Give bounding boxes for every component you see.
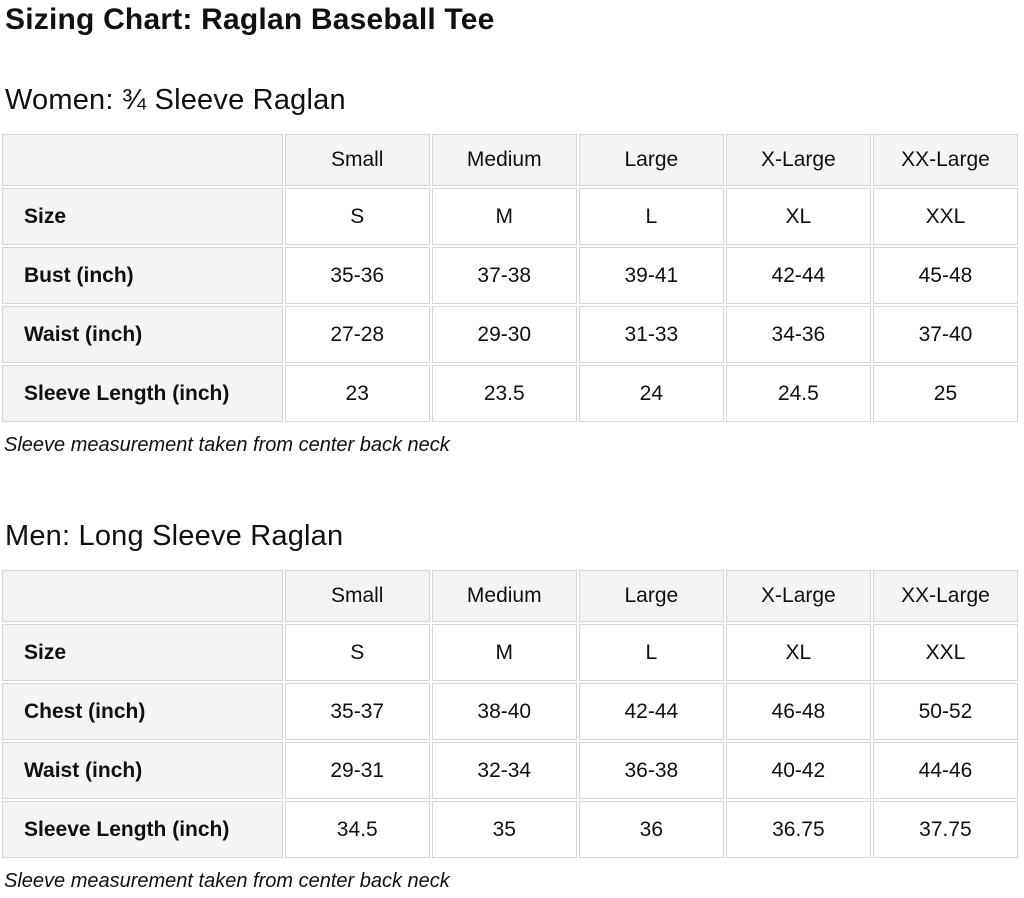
sleeve-measurement-note: Sleeve measurement taken from center bac… <box>4 434 450 456</box>
row-label: Sleeve Length (inch) <box>2 801 283 858</box>
table-cell: 35 <box>431 801 577 858</box>
table-row-waist: Waist (inch) 29-31 32-34 36-38 40-42 44-… <box>2 742 1018 799</box>
row-label: Chest (inch) <box>2 683 283 740</box>
sleeve-measurement-note: Sleeve measurement taken from center bac… <box>4 870 450 892</box>
table-row-size: Size S M L XL XXL <box>2 624 1018 681</box>
table-cell: XXL <box>872 624 1018 681</box>
table-cell: 24.5 <box>725 365 871 422</box>
column-header-xx-large: XX-Large <box>872 570 1018 622</box>
table-cell: 35-36 <box>284 247 430 304</box>
column-header-large: Large <box>578 134 724 186</box>
table-cell: 34.5 <box>284 801 430 858</box>
table-cell: 29-31 <box>284 742 430 799</box>
table-cell: 37-40 <box>872 306 1018 363</box>
column-header-x-large: X-Large <box>725 134 871 186</box>
section-heading-women: Women: ¾ Sleeve Raglan <box>5 84 346 116</box>
table-cell: 37.75 <box>872 801 1018 858</box>
section-heading-men: Men: Long Sleeve Raglan <box>5 520 344 552</box>
table-cell: 25 <box>872 365 1018 422</box>
table-cell: 42-44 <box>578 683 724 740</box>
table-cell: XL <box>725 624 871 681</box>
table-row-size: Size S M L XL XXL <box>2 188 1018 245</box>
table-cell: 46-48 <box>725 683 871 740</box>
table-row-chest: Chest (inch) 35-37 38-40 42-44 46-48 50-… <box>2 683 1018 740</box>
table-cell: 40-42 <box>725 742 871 799</box>
table-cell: L <box>578 624 724 681</box>
table-header-row: Small Medium Large X-Large XX-Large <box>2 134 1018 186</box>
table-row-bust: Bust (inch) 35-36 37-38 39-41 42-44 45-4… <box>2 247 1018 304</box>
section-women: Women: ¾ Sleeve Raglan Small Medium Larg… <box>0 82 1024 458</box>
table-cell: S <box>284 624 430 681</box>
table-cell: L <box>578 188 724 245</box>
column-header-large: Large <box>578 570 724 622</box>
table-row-sleeve-length: Sleeve Length (inch) 23 23.5 24 24.5 25 <box>2 365 1018 422</box>
section-men: Men: Long Sleeve Raglan Small Medium Lar… <box>0 518 1024 894</box>
corner-cell <box>2 570 283 622</box>
row-label: Sleeve Length (inch) <box>2 365 283 422</box>
table-row-waist: Waist (inch) 27-28 29-30 31-33 34-36 37-… <box>2 306 1018 363</box>
table-cell: M <box>431 188 577 245</box>
column-header-small: Small <box>284 134 430 186</box>
table-cell: M <box>431 624 577 681</box>
row-label: Waist (inch) <box>2 306 283 363</box>
row-label: Size <box>2 624 283 681</box>
row-label: Waist (inch) <box>2 742 283 799</box>
column-header-xx-large: XX-Large <box>872 134 1018 186</box>
column-header-x-large: X-Large <box>725 570 871 622</box>
table-cell: 36.75 <box>725 801 871 858</box>
women-sizing-table: Small Medium Large X-Large XX-Large Size… <box>0 132 1020 424</box>
table-cell: 23 <box>284 365 430 422</box>
table-cell: 45-48 <box>872 247 1018 304</box>
corner-cell <box>2 134 283 186</box>
table-cell: 36 <box>578 801 724 858</box>
table-cell: 29-30 <box>431 306 577 363</box>
table-cell: 50-52 <box>872 683 1018 740</box>
page-title: Sizing Chart: Raglan Baseball Tee <box>5 3 495 36</box>
table-cell: 23.5 <box>431 365 577 422</box>
table-cell: 37-38 <box>431 247 577 304</box>
table-row-sleeve-length: Sleeve Length (inch) 34.5 35 36 36.75 37… <box>2 801 1018 858</box>
table-header-row: Small Medium Large X-Large XX-Large <box>2 570 1018 622</box>
table-cell: 34-36 <box>725 306 871 363</box>
column-header-medium: Medium <box>431 134 577 186</box>
row-label: Size <box>2 188 283 245</box>
table-cell: 38-40 <box>431 683 577 740</box>
men-sizing-table: Small Medium Large X-Large XX-Large Size… <box>0 568 1020 860</box>
table-cell: 35-37 <box>284 683 430 740</box>
column-header-small: Small <box>284 570 430 622</box>
table-cell: 36-38 <box>578 742 724 799</box>
table-cell: 39-41 <box>578 247 724 304</box>
table-cell: 32-34 <box>431 742 577 799</box>
table-cell: S <box>284 188 430 245</box>
table-cell: XL <box>725 188 871 245</box>
column-header-medium: Medium <box>431 570 577 622</box>
table-cell: XXL <box>872 188 1018 245</box>
table-cell: 31-33 <box>578 306 724 363</box>
table-cell: 42-44 <box>725 247 871 304</box>
row-label: Bust (inch) <box>2 247 283 304</box>
table-cell: 44-46 <box>872 742 1018 799</box>
table-cell: 27-28 <box>284 306 430 363</box>
table-cell: 24 <box>578 365 724 422</box>
